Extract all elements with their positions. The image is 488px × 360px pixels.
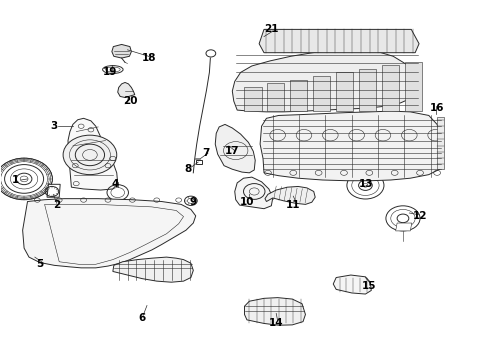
Text: 20: 20 <box>122 96 137 106</box>
Polygon shape <box>234 177 272 209</box>
Text: 13: 13 <box>358 179 373 189</box>
Polygon shape <box>290 80 307 111</box>
Circle shape <box>184 196 197 206</box>
Circle shape <box>63 135 117 175</box>
Polygon shape <box>332 275 370 294</box>
Text: 5: 5 <box>36 259 43 269</box>
Polygon shape <box>381 65 398 111</box>
Polygon shape <box>47 184 60 197</box>
Text: 8: 8 <box>184 164 192 174</box>
Text: 2: 2 <box>53 200 61 210</box>
Circle shape <box>385 206 419 231</box>
Text: 1: 1 <box>12 175 19 185</box>
Text: 6: 6 <box>138 313 145 323</box>
Polygon shape <box>195 160 201 164</box>
Polygon shape <box>68 118 118 190</box>
Polygon shape <box>113 257 193 282</box>
Polygon shape <box>313 76 330 111</box>
Polygon shape <box>22 199 195 268</box>
Polygon shape <box>436 117 444 169</box>
Polygon shape <box>260 111 443 181</box>
Text: 19: 19 <box>103 67 117 77</box>
Polygon shape <box>259 30 418 53</box>
Polygon shape <box>215 125 255 173</box>
Text: 9: 9 <box>189 197 197 207</box>
Polygon shape <box>404 62 421 111</box>
Text: 21: 21 <box>264 24 278 35</box>
Text: 16: 16 <box>429 103 444 113</box>
Text: 4: 4 <box>111 179 119 189</box>
Polygon shape <box>335 72 352 111</box>
Text: 15: 15 <box>361 281 375 291</box>
Text: 3: 3 <box>51 121 58 131</box>
Polygon shape <box>118 82 135 98</box>
Circle shape <box>346 172 383 199</box>
Polygon shape <box>232 49 418 112</box>
Text: 7: 7 <box>202 148 209 158</box>
Text: 11: 11 <box>285 200 300 210</box>
Text: 10: 10 <box>239 197 254 207</box>
Polygon shape <box>244 87 261 111</box>
Polygon shape <box>358 69 375 111</box>
Text: 17: 17 <box>224 146 239 156</box>
Polygon shape <box>395 223 411 231</box>
Polygon shape <box>267 83 284 111</box>
Text: 14: 14 <box>268 319 283 328</box>
Polygon shape <box>264 186 315 204</box>
Text: 18: 18 <box>142 53 156 63</box>
Text: 12: 12 <box>412 211 427 221</box>
Polygon shape <box>112 44 131 58</box>
Polygon shape <box>244 298 305 325</box>
